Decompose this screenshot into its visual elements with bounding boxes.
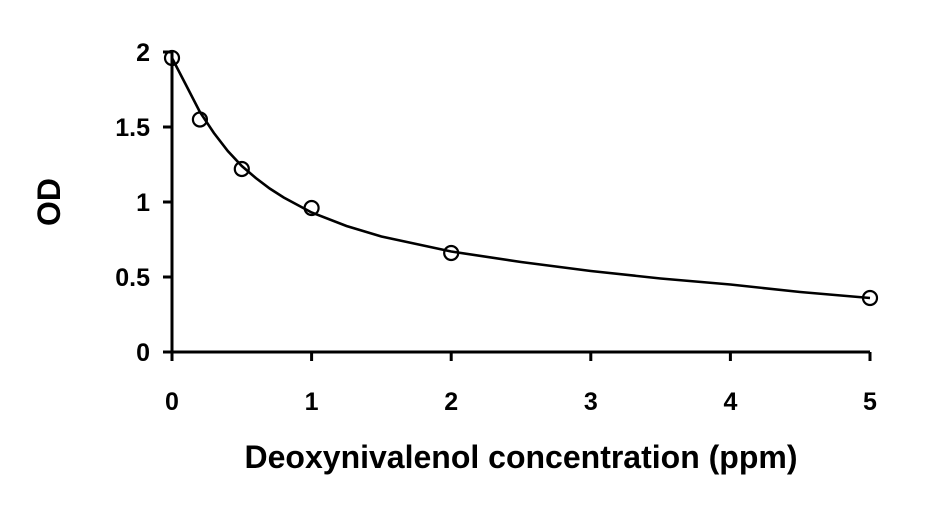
x-tick-label: 3 bbox=[584, 388, 598, 416]
y-ticks: 0 0.5 1 1.5 2 bbox=[115, 39, 172, 367]
y-axis-title: OD bbox=[31, 178, 67, 226]
x-tick-label: 1 bbox=[305, 388, 319, 416]
y-tick-label: 2 bbox=[136, 39, 150, 67]
data-points bbox=[163, 49, 879, 307]
x-tick-label: 2 bbox=[444, 388, 458, 416]
x-tick-label: 5 bbox=[863, 388, 877, 416]
x-tick-label: 0 bbox=[165, 388, 179, 416]
y-tick-label: 0.5 bbox=[115, 264, 150, 292]
x-axis-title: Deoxynivalenol concentration (ppm) bbox=[245, 439, 798, 475]
data-point bbox=[163, 49, 181, 67]
data-point bbox=[443, 244, 460, 262]
data-point bbox=[303, 199, 320, 217]
fit-curve bbox=[170, 57, 871, 300]
data-point bbox=[861, 289, 879, 307]
y-tick-label: 0 bbox=[136, 339, 150, 367]
x-tick-label: 4 bbox=[723, 388, 737, 416]
axes bbox=[170, 52, 870, 354]
y-tick-label: 1 bbox=[136, 189, 150, 217]
x-ticks: 0 1 2 3 4 5 bbox=[165, 352, 877, 416]
data-point bbox=[233, 160, 250, 178]
y-tick-label: 1.5 bbox=[115, 114, 150, 142]
data-point bbox=[191, 111, 209, 128]
